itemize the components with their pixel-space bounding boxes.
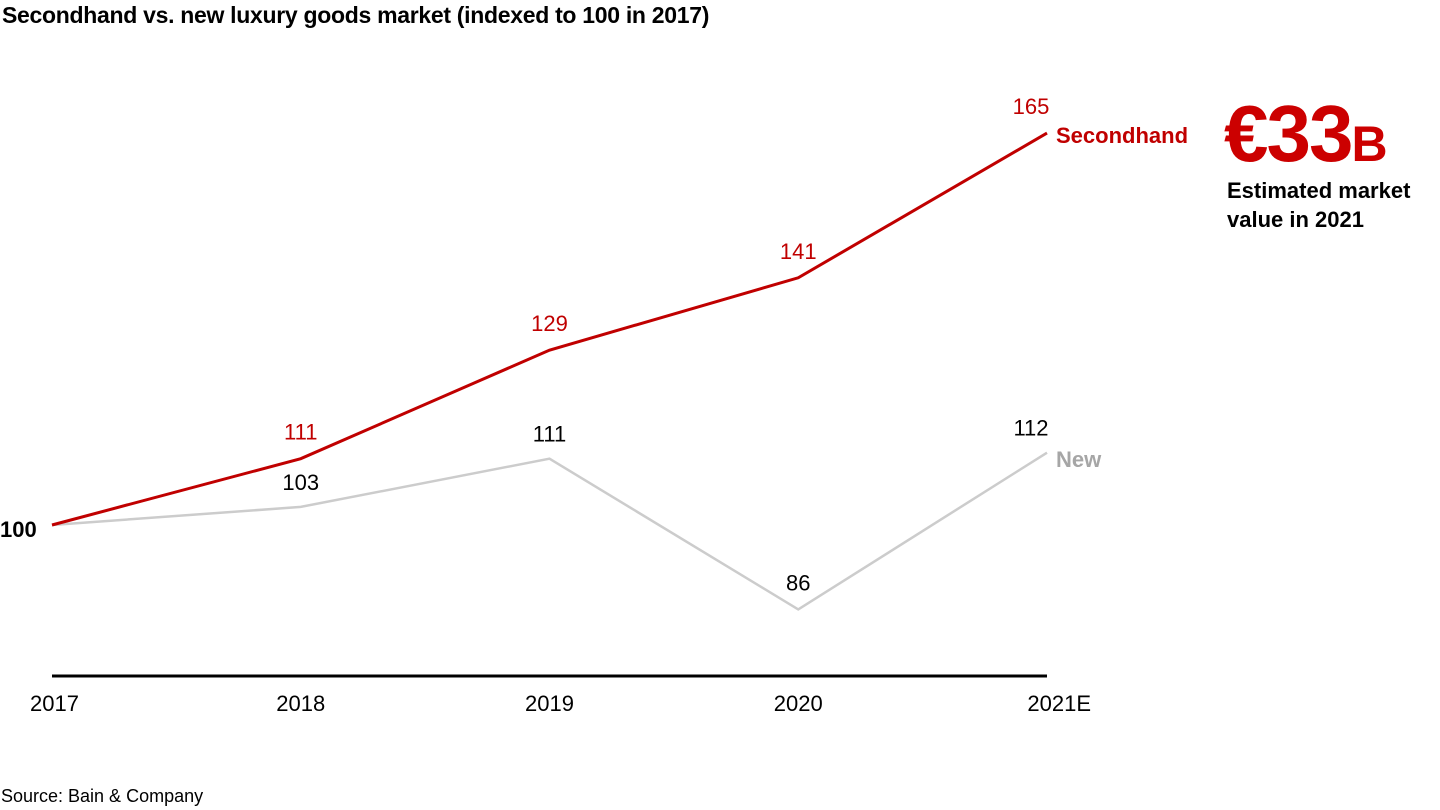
chart-title: Secondhand vs. new luxury goods market (… — [2, 2, 710, 28]
x-tick-label: 2017 — [30, 691, 79, 716]
series-line-new — [51, 451, 1048, 611]
x-tick-label: 2021E — [1027, 691, 1091, 716]
market-value-unit: B — [1351, 116, 1388, 172]
data-label-new: 86 — [786, 570, 810, 595]
market-value-callout: €33B — [1224, 94, 1388, 174]
data-label-secondhand: 111 — [284, 420, 317, 445]
data-label-secondhand: 165 — [1013, 94, 1050, 119]
market-value-number: €33 — [1224, 89, 1353, 178]
data-label-secondhand: 141 — [780, 239, 817, 264]
caption-line-2: value in 2021 — [1227, 207, 1364, 232]
caption-line-1: Estimated market — [1227, 178, 1411, 203]
base-value-label: 100 — [0, 517, 37, 542]
data-label-secondhand: 129 — [531, 311, 568, 336]
legend-label-secondhand: Secondhand — [1056, 123, 1188, 148]
x-tick-label: 2020 — [774, 691, 823, 716]
data-label-new: 112 — [1013, 416, 1048, 441]
source-note: Source: Bain & Company — [1, 786, 204, 806]
market-value-caption: Estimated market value in 2021 — [1227, 176, 1440, 234]
data-label-new: 111 — [533, 422, 566, 447]
data-label-new: 103 — [282, 470, 319, 495]
series-line-secondhand — [51, 131, 1048, 527]
legend-label-new: New — [1056, 447, 1102, 472]
x-tick-label: 2019 — [525, 691, 574, 716]
x-tick-label: 2018 — [276, 691, 325, 716]
